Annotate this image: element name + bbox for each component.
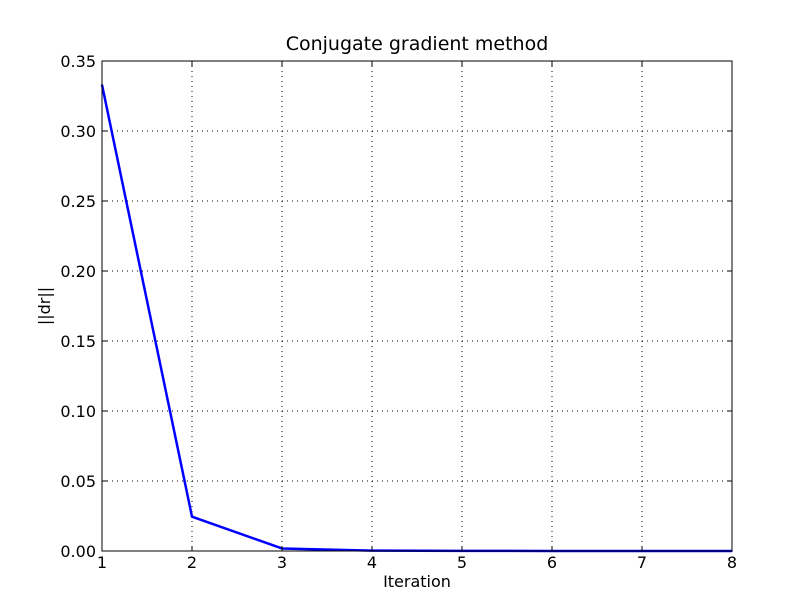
x-tick-label: 8: [727, 553, 737, 572]
x-tick-label: 5: [457, 553, 467, 572]
x-tick-label: 1: [97, 553, 107, 572]
y-tick-label: 0.10: [60, 402, 96, 421]
y-axis-label: ||dr||: [35, 287, 54, 325]
x-tick-labels: 1 2 3 4 5 6 7 8: [97, 553, 737, 572]
plot-frame: [101, 60, 733, 552]
chart-title: Conjugate gradient method: [286, 33, 549, 55]
y-tick-label: 0.25: [60, 192, 96, 211]
data-point: [191, 515, 193, 518]
x-tick-label: 6: [547, 553, 557, 572]
y-tick-label: 0.35: [60, 52, 96, 71]
x-tick-label: 7: [637, 553, 647, 572]
x-axis-label: Iteration: [383, 572, 451, 591]
y-tick-label: 0.00: [60, 542, 96, 561]
y-tick-label: 0.05: [60, 472, 96, 491]
y-tick-label: 0.20: [60, 262, 96, 281]
x-tick-label: 3: [277, 553, 287, 572]
plot-area: [102, 61, 732, 551]
y-tick-labels: 0.00 0.05 0.10 0.15 0.20 0.25 0.30 0.35: [60, 52, 96, 561]
y-tick-label: 0.30: [60, 122, 96, 141]
y-tick-label: 0.15: [60, 332, 96, 351]
x-tick-label: 2: [187, 553, 197, 572]
tick-marks: [101, 60, 733, 552]
x-tick-label: 4: [367, 553, 377, 572]
